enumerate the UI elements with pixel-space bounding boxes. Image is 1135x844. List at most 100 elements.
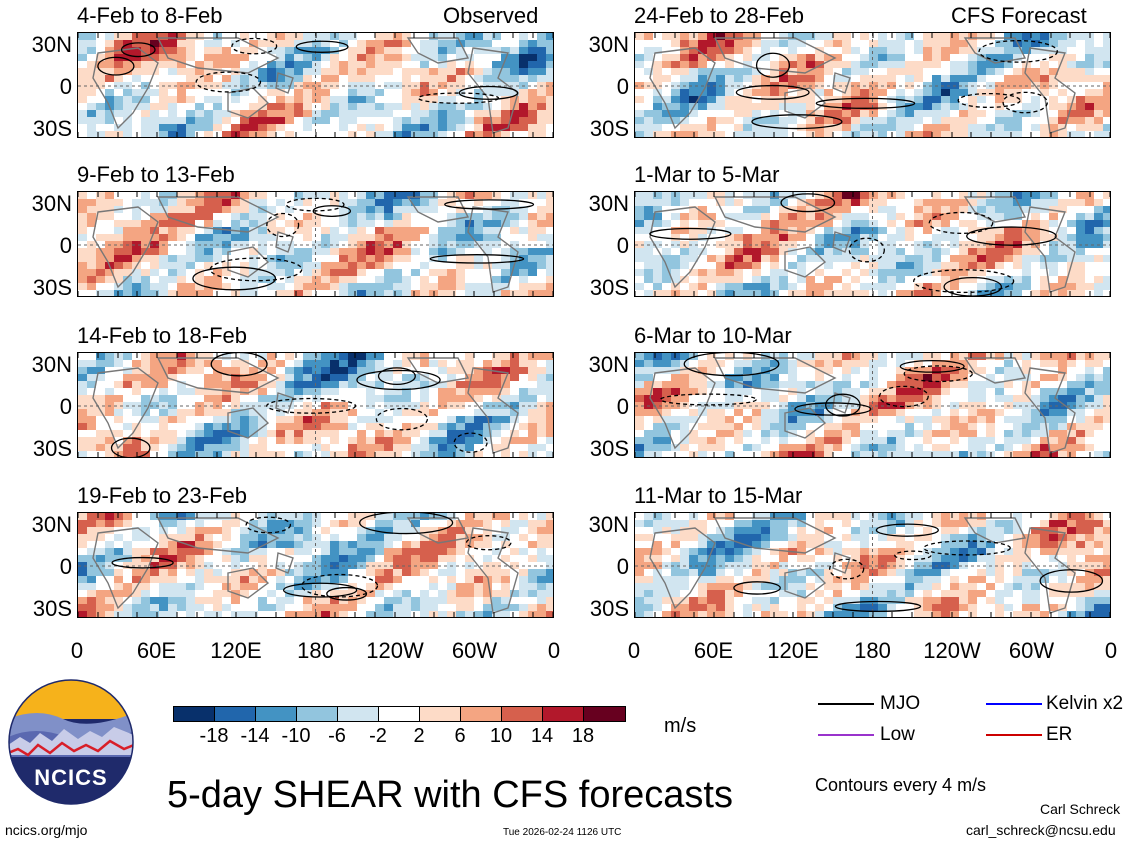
y-tick-label: 30N bbox=[588, 32, 629, 57]
x-tick-label: 0 bbox=[70, 638, 84, 663]
contour-3 bbox=[429, 254, 525, 264]
legend-label-low: Low bbox=[880, 724, 915, 745]
colorbar-label: 2 bbox=[413, 725, 425, 747]
legend-label-kelvin: Kelvin x2 bbox=[1046, 693, 1124, 714]
contour-4 bbox=[245, 516, 292, 534]
coastline-6 bbox=[963, 517, 1027, 544]
coastline-5 bbox=[1024, 47, 1076, 134]
colorbar-label: -2 bbox=[369, 725, 387, 747]
coastline-6 bbox=[963, 196, 1027, 223]
legend-label-er: ER bbox=[1046, 724, 1073, 745]
contour-5 bbox=[111, 556, 174, 569]
coastline-3 bbox=[227, 407, 270, 439]
contour-2 bbox=[195, 71, 262, 93]
x-tick-label: 180 bbox=[297, 638, 334, 663]
contour-1 bbox=[97, 56, 135, 76]
forecast-map-panel-1 bbox=[634, 32, 1111, 138]
x-tick-label: 60W bbox=[1008, 638, 1055, 663]
x-tick-label: 0 bbox=[627, 638, 641, 663]
contour-7 bbox=[755, 52, 791, 78]
contour-3 bbox=[120, 42, 156, 58]
contour-2 bbox=[465, 535, 512, 551]
colorbar-label: -18 bbox=[199, 725, 229, 747]
y-tick-label: 0 bbox=[616, 394, 629, 419]
x-tick-label: 120E bbox=[210, 638, 262, 663]
colorbar-swatch bbox=[174, 707, 215, 721]
coastline-2 bbox=[156, 196, 280, 233]
contour-7 bbox=[966, 226, 1057, 246]
contour-3 bbox=[815, 97, 916, 109]
y-tick-label: 30N bbox=[31, 32, 72, 57]
contour-5 bbox=[458, 85, 519, 100]
observed-panel-title-2: 9-Feb to 13-Feb bbox=[77, 162, 235, 187]
main-title: 5-day SHEAR with CFS forecasts bbox=[167, 774, 733, 816]
contour-1 bbox=[110, 437, 151, 457]
y-tick-label: 0 bbox=[616, 74, 629, 99]
contour-7 bbox=[794, 402, 872, 416]
legend-line-er bbox=[986, 734, 1042, 736]
coastline-3 bbox=[227, 87, 270, 119]
coastline-6 bbox=[963, 37, 1027, 64]
x-tick-label: 0 bbox=[547, 638, 561, 663]
footer-author: Carl Schreck bbox=[1040, 801, 1121, 817]
coastline-6 bbox=[406, 196, 470, 223]
legend-label-mjo: MJO bbox=[880, 693, 921, 714]
y-tick-label: 30N bbox=[588, 512, 629, 537]
y-tick-label: 30S bbox=[32, 275, 72, 300]
colorbar-swatch bbox=[215, 707, 256, 721]
y-tick-label: 30S bbox=[589, 116, 629, 141]
colorbar-label: 10 bbox=[489, 725, 513, 747]
contour-7 bbox=[295, 40, 349, 53]
colorbar-swatch bbox=[338, 707, 379, 721]
contour-4 bbox=[903, 365, 973, 383]
coastline-6 bbox=[406, 357, 470, 384]
y-tick-label: 30S bbox=[32, 116, 72, 141]
coastline-2 bbox=[156, 37, 280, 74]
contour-5 bbox=[377, 367, 416, 386]
observed-map-panel-4 bbox=[77, 512, 554, 618]
x-tick-label: 120W bbox=[366, 638, 424, 663]
contour-7 bbox=[444, 199, 535, 210]
x-tick-label: 120W bbox=[923, 638, 981, 663]
forecast-map-panel-2 bbox=[634, 191, 1111, 297]
x-tick-label: 60W bbox=[451, 638, 498, 663]
y-tick-label: 0 bbox=[59, 74, 72, 99]
contour-4 bbox=[417, 92, 500, 104]
y-tick-label: 0 bbox=[59, 554, 72, 579]
y-tick-label: 30N bbox=[31, 191, 72, 216]
x-tick-label: 180 bbox=[854, 638, 891, 663]
legend-line-kelvin bbox=[986, 703, 1042, 705]
coastline-5 bbox=[467, 367, 519, 454]
contour-7 bbox=[359, 513, 454, 535]
coastline-2 bbox=[713, 517, 837, 554]
y-tick-label: 30S bbox=[32, 436, 72, 461]
contour-2 bbox=[878, 385, 929, 408]
coastline-5 bbox=[1024, 367, 1076, 454]
contour-6 bbox=[923, 540, 1011, 556]
observed-map-panel-2 bbox=[77, 191, 554, 297]
coastline-6 bbox=[406, 517, 470, 544]
coastline-4 bbox=[275, 552, 294, 574]
contour-5 bbox=[875, 523, 939, 537]
contour-6 bbox=[231, 37, 278, 55]
y-tick-label: 30S bbox=[589, 275, 629, 300]
ncics-logo: NCICS bbox=[8, 679, 134, 805]
footer-timestamp: Tue 2026-02-24 1126 UTC bbox=[503, 827, 622, 838]
contour-3 bbox=[283, 582, 358, 598]
coastline-6 bbox=[406, 37, 470, 64]
observed-map-panel-1 bbox=[77, 32, 554, 138]
contour-4 bbox=[453, 432, 488, 453]
coastline-5 bbox=[1024, 527, 1076, 614]
legend-line-low bbox=[818, 734, 874, 736]
coastline-2 bbox=[713, 196, 837, 233]
contour-2 bbox=[829, 558, 865, 580]
colorbar-label: 14 bbox=[530, 725, 554, 747]
coastline-2 bbox=[713, 37, 837, 74]
contour-6 bbox=[266, 397, 357, 414]
x-tick-label: 0 bbox=[1104, 638, 1118, 663]
coastline-5 bbox=[467, 527, 519, 614]
y-tick-label: 30S bbox=[32, 596, 72, 621]
y-tick-label: 0 bbox=[59, 233, 72, 258]
contour-1 bbox=[312, 205, 352, 217]
y-tick-label: 30N bbox=[588, 352, 629, 377]
